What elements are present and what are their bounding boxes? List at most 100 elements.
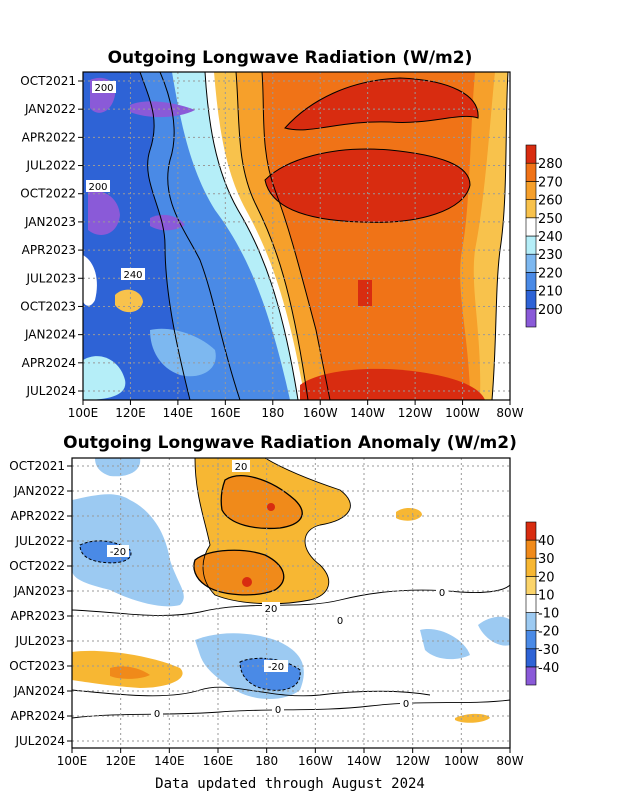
top-core-280-a bbox=[285, 78, 479, 130]
bottom-neg-region-c bbox=[420, 629, 470, 660]
top-colorbar-label: 230 bbox=[538, 248, 563, 263]
bottom-colorbar-label: -40 bbox=[538, 661, 559, 676]
bottom-neg-region-d bbox=[478, 616, 510, 646]
bottom-colorbar-swatch bbox=[525, 557, 537, 577]
top-contour-labels: 200 200 240 bbox=[86, 81, 145, 281]
bottom-contour-label-box bbox=[400, 697, 412, 709]
top-x-tick-label: 140W bbox=[350, 406, 385, 420]
bottom-colorbar-swatch bbox=[525, 576, 537, 595]
bottom-contour-label: -20 bbox=[110, 547, 126, 558]
bottom-contour-label: -20 bbox=[268, 662, 284, 673]
bottom-chart-title: Outgoing Longwave Radiation Anomaly (W/m… bbox=[63, 433, 517, 453]
bottom-contour-label-box bbox=[151, 707, 163, 719]
bottom-colorbar: -40 -30 -20 -10 10 20 30 40 bbox=[525, 521, 559, 686]
bottom-gridlines bbox=[72, 458, 510, 748]
bottom-y-tick-label: OCT2021 bbox=[9, 459, 65, 473]
bottom-colorbar-swatch bbox=[525, 594, 537, 613]
bottom-y-tick-label: JUL2023 bbox=[14, 634, 65, 648]
bottom-contour-label: 0 bbox=[337, 616, 343, 627]
bottom-contour-label: 0 bbox=[154, 709, 160, 720]
top-colorbar-label: 200 bbox=[538, 303, 563, 318]
bottom-contour-label: 0 bbox=[275, 705, 281, 716]
top-pocket-c bbox=[83, 356, 126, 400]
top-x-tick-label: 100E bbox=[68, 406, 99, 420]
bottom-pos-west-core bbox=[110, 666, 150, 679]
top-contour-east bbox=[491, 72, 509, 400]
top-pocket-b bbox=[115, 289, 143, 313]
top-colorbar-swatch bbox=[525, 290, 537, 310]
top-colorbar-label: 260 bbox=[538, 194, 563, 209]
bottom-x-axis: 100E 120E 140E 160E 180 160W 140W 120W 100W 80W bbox=[57, 748, 524, 768]
bottom-y-tick-label: APR2022 bbox=[11, 509, 65, 523]
top-colorbar-swatch bbox=[525, 308, 537, 328]
top-contour-270 bbox=[261, 72, 331, 400]
bottom-colorbar-label: 30 bbox=[538, 552, 555, 567]
top-y-tick-label: JAN2023 bbox=[24, 215, 76, 229]
bottom-x-tick-label: 100W bbox=[444, 754, 479, 768]
top-core-280-b bbox=[265, 149, 470, 223]
bottom-y-tick-label: OCT2023 bbox=[9, 659, 65, 673]
bottom-anomaly-field bbox=[72, 458, 510, 748]
top-contour-210 bbox=[139, 72, 191, 400]
footer-note: Data updated through August 2024 bbox=[155, 776, 425, 792]
bottom-contour-label-box bbox=[264, 660, 288, 672]
top-colorbar-label: 250 bbox=[538, 212, 563, 227]
top-colorbar-swatch bbox=[525, 144, 537, 164]
top-y-tick-label: OCT2022 bbox=[20, 187, 76, 201]
top-olr-field bbox=[83, 72, 510, 400]
bottom-contour-label: 0 bbox=[403, 699, 409, 710]
top-contour-280a bbox=[284, 77, 479, 131]
bottom-contour-label: 20 bbox=[235, 462, 248, 473]
bottom-contour-label-box bbox=[334, 614, 346, 626]
top-colorbar-label: 240 bbox=[538, 230, 563, 245]
bottom-x-tick-label: 180 bbox=[255, 754, 278, 768]
top-y-tick-label: JUL2024 bbox=[25, 384, 76, 398]
top-y-tick-label: JAN2022 bbox=[24, 102, 76, 116]
top-contour-260 bbox=[235, 72, 309, 400]
bottom-pos-peak-b bbox=[242, 577, 252, 587]
bottom-contour-20b bbox=[193, 549, 285, 596]
top-colorbar: 200 210 220 230 240 250 260 270 280 bbox=[525, 144, 563, 328]
bottom-y-tick-label: JAN2023 bbox=[13, 584, 65, 598]
bottom-contour-label-box bbox=[272, 703, 284, 715]
bottom-y-tick-label: JAN2022 bbox=[13, 484, 65, 498]
bottom-x-tick-label: 100E bbox=[57, 754, 88, 768]
bottom-contour-20a bbox=[220, 475, 303, 530]
bottom-contour-10 bbox=[194, 458, 351, 605]
top-pocket-d bbox=[150, 328, 216, 377]
bottom-x-tick-label: 160E bbox=[203, 754, 234, 768]
bottom-x-tick-label: 120W bbox=[395, 754, 430, 768]
top-contour-280b bbox=[264, 148, 471, 223]
top-gridlines bbox=[83, 72, 510, 400]
bottom-colorbar-label: -20 bbox=[538, 625, 559, 640]
top-y-tick-label: APR2024 bbox=[22, 356, 76, 370]
top-x-tick-label: 80W bbox=[496, 406, 523, 420]
top-x-tick-label: 160E bbox=[210, 406, 241, 420]
top-colorbar-label: 210 bbox=[538, 285, 563, 300]
bottom-colorbar-swatch bbox=[525, 630, 537, 650]
top-deep-200-c bbox=[88, 190, 120, 235]
bottom-contour-label-box bbox=[436, 586, 448, 598]
top-colorbar-swatch bbox=[525, 162, 537, 182]
bottom-contour-label-box bbox=[107, 545, 129, 557]
bottom-contour-label: 20 bbox=[265, 604, 278, 615]
top-colorbar-label: 270 bbox=[538, 175, 563, 190]
top-chart-title: Outgoing Longwave Radiation (W/m2) bbox=[108, 48, 473, 68]
bottom-pos-peak-a bbox=[267, 503, 275, 511]
top-y-tick-label: OCT2023 bbox=[20, 299, 76, 313]
bottom-contour-neg20a bbox=[79, 540, 132, 564]
top-x-axis: 100E 120E 140E 160E 180 160W 140W 120W 100W 80W bbox=[68, 400, 524, 420]
bottom-contour-0-c bbox=[72, 686, 431, 697]
top-y-tick-label: OCT2021 bbox=[20, 74, 76, 88]
top-x-tick-label: 160W bbox=[303, 406, 338, 420]
top-contour-label-box bbox=[92, 81, 116, 93]
top-contour-label-box bbox=[86, 180, 110, 192]
bottom-y-tick-label: JUL2024 bbox=[14, 734, 65, 748]
top-plot-frame bbox=[82, 71, 511, 401]
top-contour-label: 200 bbox=[94, 83, 113, 94]
top-y-tick-label: JUL2023 bbox=[25, 271, 76, 285]
top-y-tick-label: APR2023 bbox=[22, 243, 76, 257]
top-core-280-d bbox=[358, 280, 372, 306]
bottom-x-tick-label: 120E bbox=[105, 754, 136, 768]
